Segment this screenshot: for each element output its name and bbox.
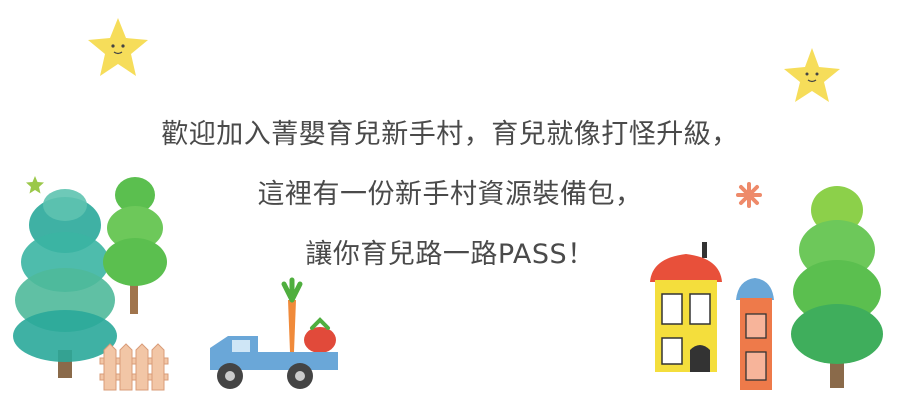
tree-icon bbox=[13, 189, 117, 378]
fence-icon bbox=[99, 343, 169, 391]
star-icon bbox=[784, 48, 840, 102]
carrot-icon bbox=[281, 277, 303, 352]
tree-icon bbox=[791, 186, 883, 388]
star-icon bbox=[88, 18, 148, 76]
tree-icon bbox=[103, 177, 167, 314]
welcome-line-1: 歡迎加入菁嬰育兒新手村，育兒就像打怪升級， bbox=[161, 119, 739, 150]
tomato-icon bbox=[304, 317, 336, 353]
welcome-line-3: 讓你育兒路一路PASS！ bbox=[305, 239, 595, 270]
welcome-line-2: 這裡有一份新手村資源裝備包， bbox=[257, 179, 643, 210]
truck-icon bbox=[210, 277, 338, 389]
flower-icon bbox=[736, 182, 762, 208]
house-icon bbox=[736, 278, 774, 390]
star-icon bbox=[26, 176, 44, 194]
house-icon bbox=[650, 242, 722, 372]
